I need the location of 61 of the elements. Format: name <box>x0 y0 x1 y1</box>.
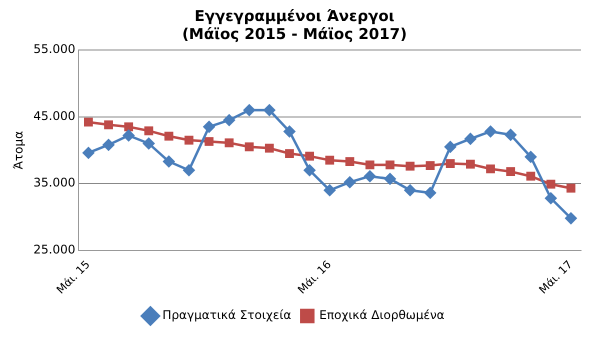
y-tick-label: 45.000 <box>33 108 76 123</box>
point <box>565 212 577 224</box>
point <box>484 126 496 138</box>
point <box>264 104 276 116</box>
point <box>444 141 456 153</box>
point <box>143 138 155 150</box>
point <box>566 184 576 193</box>
point <box>164 132 174 141</box>
point <box>305 152 314 161</box>
point <box>504 129 516 141</box>
point <box>426 161 435 170</box>
point <box>203 121 215 133</box>
point <box>223 114 235 126</box>
y-axis-title: Άτομα <box>11 130 26 170</box>
point <box>122 130 134 142</box>
point <box>244 142 254 152</box>
point <box>446 159 455 168</box>
point <box>404 184 416 196</box>
point <box>124 122 134 132</box>
point <box>526 172 536 181</box>
point <box>524 151 536 163</box>
x-tick-label: Μάι. 17 <box>536 258 576 296</box>
point <box>546 180 556 189</box>
point <box>365 160 374 170</box>
point <box>386 160 394 170</box>
y-tick-label: 25.000 <box>33 242 76 256</box>
point <box>506 167 516 176</box>
point <box>163 156 175 168</box>
point <box>82 147 94 159</box>
point <box>344 176 356 188</box>
point <box>345 157 354 166</box>
point <box>545 192 557 204</box>
legend-label: Πραγματικά Στοιχεία <box>162 308 292 322</box>
point <box>304 164 316 176</box>
point <box>284 126 296 138</box>
point <box>244 104 256 116</box>
point <box>424 187 436 199</box>
point <box>104 120 113 130</box>
point <box>224 138 234 148</box>
chart-title: Εγγεγραμμένοι Άνεργοι (Μάϊος 2015 - Μάϊος 2017) <box>182 6 407 43</box>
legend-label: Εποχικά Διορθωμένα <box>319 308 445 322</box>
point <box>325 156 334 165</box>
x-tick-label: Μάι. 15 <box>54 258 93 296</box>
point <box>102 139 114 151</box>
point <box>406 162 415 171</box>
x-tick-label: Μάι. 16 <box>295 258 334 296</box>
point <box>184 136 194 145</box>
point <box>183 164 195 176</box>
point <box>464 133 476 145</box>
point <box>324 184 336 196</box>
y-tick-label: 55.000 <box>33 42 76 56</box>
point <box>364 170 376 182</box>
point <box>264 144 274 153</box>
point <box>144 126 154 136</box>
y-tick-label: 35.000 <box>33 176 76 190</box>
point <box>285 149 294 158</box>
point <box>204 137 214 146</box>
point <box>486 164 495 174</box>
point <box>384 173 396 185</box>
point <box>466 160 475 169</box>
point <box>84 118 93 127</box>
